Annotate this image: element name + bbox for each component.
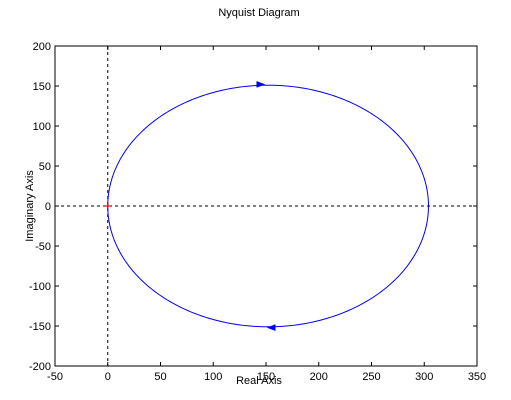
y-tick-label-5: 50 xyxy=(39,161,51,173)
x-tick-label-2: 50 xyxy=(154,371,166,383)
y-tick-label-8: 200 xyxy=(33,41,51,53)
y-tick-label-1: -150 xyxy=(29,321,51,333)
x-tick-label-5: 200 xyxy=(310,371,328,383)
y-axis-label: Imaginary Axis xyxy=(24,170,36,242)
x-tick-label-0: -50 xyxy=(47,371,63,383)
y-tick-label-2: -100 xyxy=(29,281,51,293)
y-tick-label-0: -200 xyxy=(29,361,51,373)
y-tick-label-3: -50 xyxy=(35,241,51,253)
x-tick-label-8: 350 xyxy=(468,371,486,383)
plot-layer: -50 0 50 100 150 200 250 300 350 -200 -150 -100 -50 0… xyxy=(29,41,486,383)
x-tick-label-6: 250 xyxy=(362,371,380,383)
chart-title: Nyquist Diagram xyxy=(218,7,299,19)
direction-marker-2 xyxy=(266,324,276,331)
x-tick-label-3: 100 xyxy=(204,371,222,383)
x-tick-label-1: 0 xyxy=(105,371,111,383)
y-tick-label-6: 100 xyxy=(33,121,51,133)
direction-marker-1 xyxy=(256,81,266,88)
y-tick-label-7: 150 xyxy=(33,81,51,93)
x-axis-label: Real Axis xyxy=(236,375,282,387)
x-tick-label-7: 300 xyxy=(415,371,433,383)
y-tick-label-4: 0 xyxy=(45,201,51,213)
x-tick-label-4: 150 xyxy=(257,371,275,383)
